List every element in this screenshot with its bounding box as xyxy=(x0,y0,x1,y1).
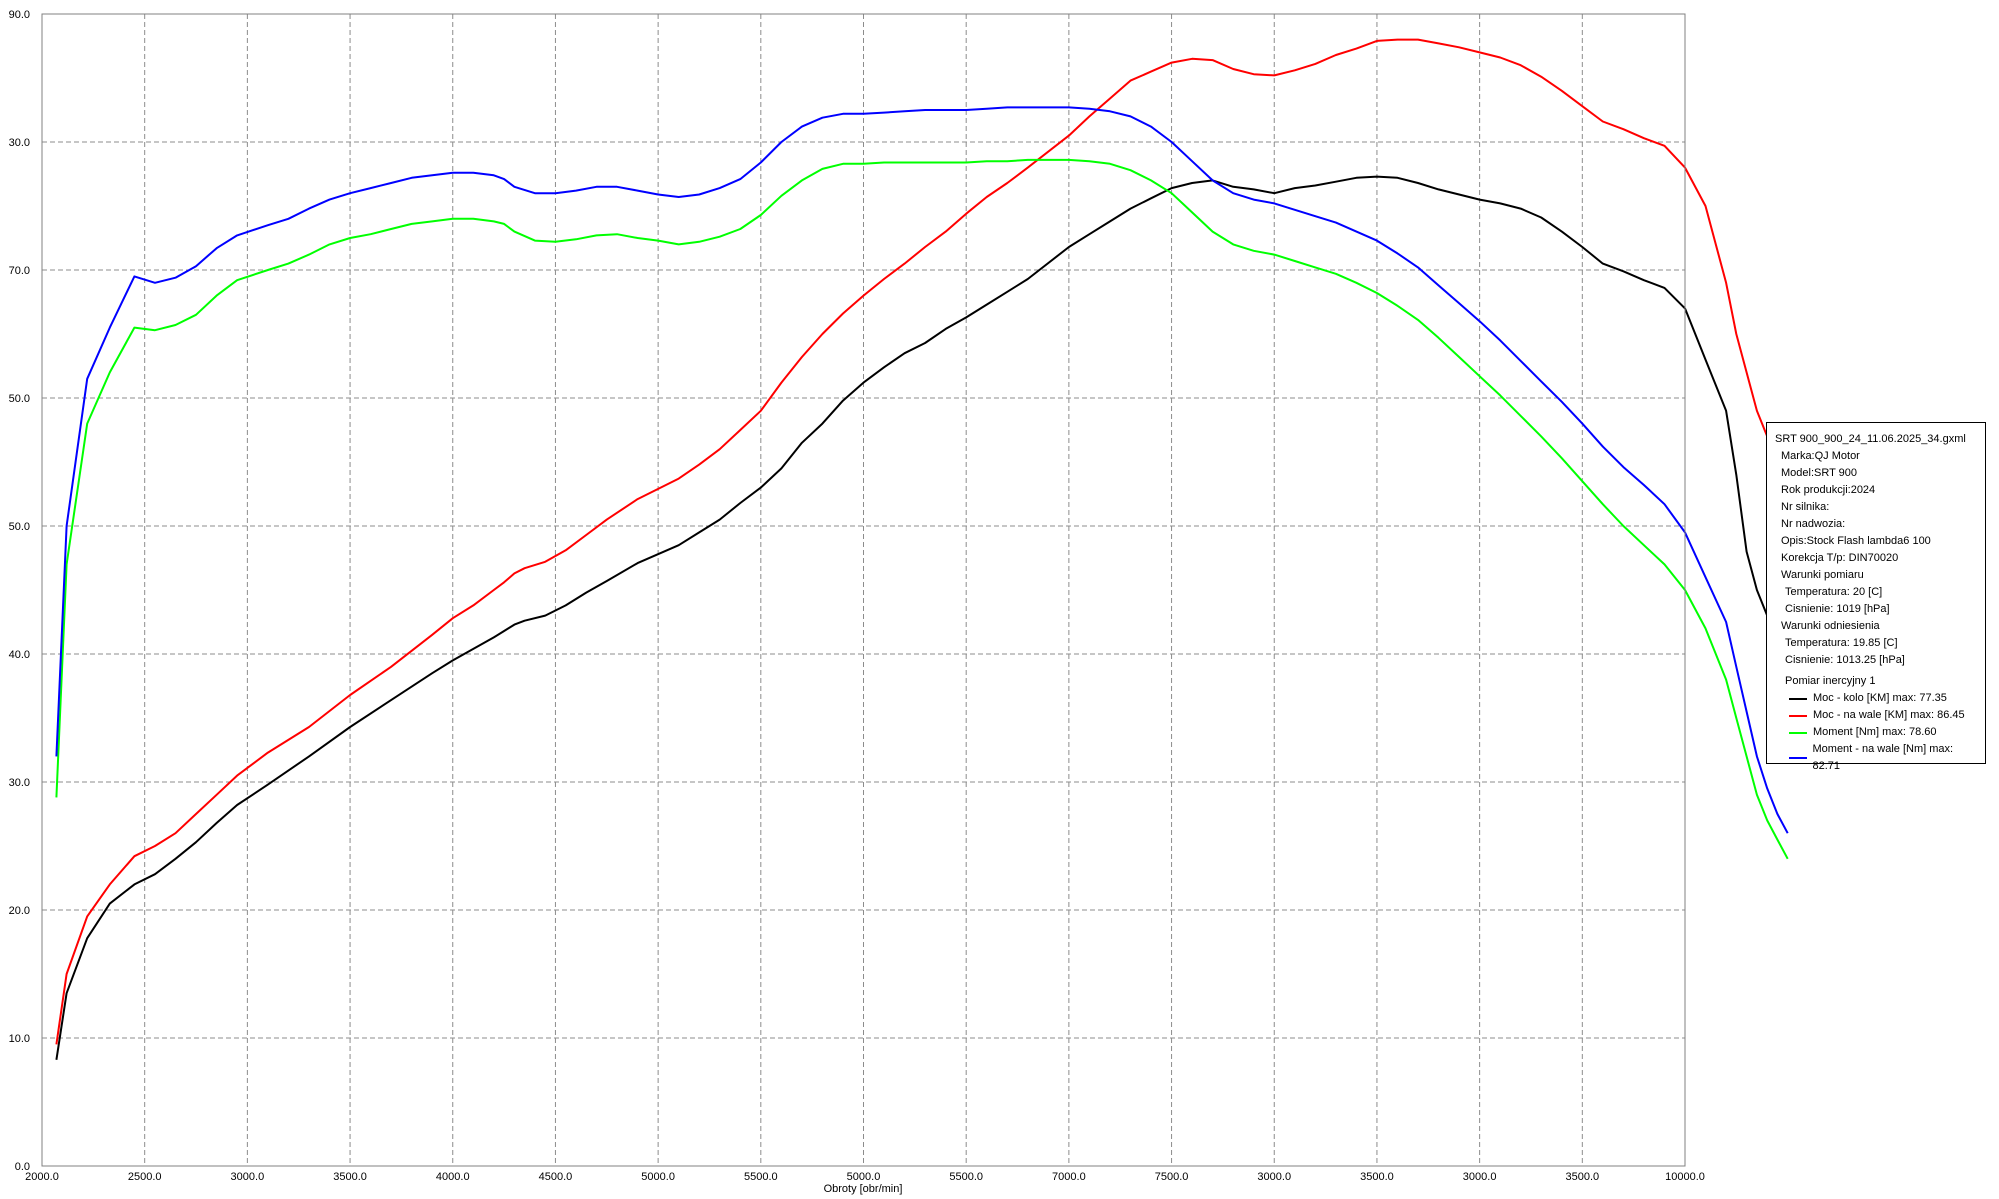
legend-series-label-3: Moment - na wale [Nm] max: 82.71 xyxy=(1812,743,1954,772)
legend-model: Model:SRT 900 xyxy=(1781,467,1858,479)
x-tick-label: 3000.0 xyxy=(1463,1171,1497,1183)
legend-rok: Rok produkcji:2024 xyxy=(1781,484,1876,496)
legend-opis: Opis:Stock Flash lambda6 100 xyxy=(1781,535,1931,547)
series-line-3 xyxy=(55,106,1789,834)
legend-series-3: Moment - na wale [Nm] max: 82.71 xyxy=(1775,741,1979,775)
legend-swatch-1 xyxy=(1789,714,1807,717)
legend-temp-pomiaru: Temperatura: 20 [C] xyxy=(1785,586,1883,598)
y-tick-label: 30.0 xyxy=(9,137,30,149)
legend-series-label-0: Moc - kolo [KM] max: 77.35 xyxy=(1813,692,1947,704)
legend-swatch-3 xyxy=(1789,757,1807,759)
y-tick-label: 20.0 xyxy=(9,905,30,917)
legend-warunki-odniesienia: Warunki odniesienia xyxy=(1781,620,1880,632)
series-line-0 xyxy=(55,175,1789,1060)
legend-series-label-2: Moment [Nm] max: 78.60 xyxy=(1813,726,1937,738)
legend-file-name: SRT 900_900_24_11.06.2025_34.gxml xyxy=(1775,433,1966,445)
tick-labels: 2000.0 2500.0 3000.0 3500.0 4000.0 4500.0 5000… xyxy=(9,9,1705,1183)
y-tick-label: 10.0 xyxy=(9,1033,30,1045)
y-tick-label: 50.0 xyxy=(9,521,30,533)
legend-series-label-1: Moc - na wale [KM] max: 86.45 xyxy=(1813,709,1965,721)
y-tick-label: 30.0 xyxy=(9,777,30,789)
x-tick-label: 10000.0 xyxy=(1665,1171,1705,1183)
legend-series-2: Moment [Nm] max: 78.60 xyxy=(1775,724,1979,741)
y-tick-label: 40.0 xyxy=(9,649,30,661)
y-tick-label: 90.0 xyxy=(9,9,30,21)
grid xyxy=(42,14,1685,1166)
y-tick-label: 50.0 xyxy=(9,393,30,405)
legend-nr-nadwozia: Nr nadwozia: xyxy=(1781,518,1846,530)
legend-marka: Marka:QJ Motor xyxy=(1781,450,1860,462)
x-tick-label: 2000.0 xyxy=(25,1171,59,1183)
x-tick-label: 5500.0 xyxy=(744,1171,778,1183)
x-tick-label: 3000.0 xyxy=(1257,1171,1291,1183)
legend-series-1: Moc - na wale [KM] max: 86.45 xyxy=(1775,707,1979,724)
series-line-1 xyxy=(55,38,1789,1045)
y-tick-label: 0.0 xyxy=(15,1161,30,1173)
x-axis-title: Obroty [obr/min] xyxy=(824,1183,903,1195)
legend-pomiar: Pomiar inercyjny 1 xyxy=(1785,675,1876,687)
legend-swatch-2 xyxy=(1789,731,1807,734)
legend-swatch-0 xyxy=(1789,697,1807,700)
x-tick-label: 3000.0 xyxy=(231,1171,265,1183)
x-tick-label: 3500.0 xyxy=(1565,1171,1599,1183)
legend-cisn-pomiaru: Cisnienie: 1019 [hPa] xyxy=(1785,603,1890,615)
x-tick-label: 5500.0 xyxy=(949,1171,983,1183)
legend-warunki-pomiaru: Warunki pomiaru xyxy=(1781,569,1864,581)
series-line-2 xyxy=(55,158,1789,860)
series-lines xyxy=(55,38,1789,1060)
legend-series-0: Moc - kolo [KM] max: 77.35 xyxy=(1775,690,1979,707)
x-tick-label: 3500.0 xyxy=(1360,1171,1394,1183)
legend-korekcja: Korekcja T/p: DIN70020 xyxy=(1781,552,1899,564)
x-tick-label: 5000.0 xyxy=(847,1171,881,1183)
x-tick-label: 5000.0 xyxy=(641,1171,675,1183)
x-tick-label: 2500.0 xyxy=(128,1171,162,1183)
legend: SRT 900_900_24_11.06.2025_34.gxml Marka:… xyxy=(1766,422,1986,772)
x-tick-label: 7000.0 xyxy=(1052,1171,1086,1183)
x-tick-label: 4500.0 xyxy=(539,1171,573,1183)
x-tick-label: 4000.0 xyxy=(436,1171,470,1183)
x-tick-label: 3500.0 xyxy=(333,1171,367,1183)
legend-temp-odn: Temperatura: 19.85 [C] xyxy=(1785,637,1898,649)
legend-cisn-odn: Cisnienie: 1013.25 [hPa] xyxy=(1785,654,1905,666)
plot-frame xyxy=(41,13,1686,1167)
legend-nr-silnika: Nr silnika: xyxy=(1781,501,1830,513)
x-tick-label: 7500.0 xyxy=(1155,1171,1189,1183)
y-tick-label: 70.0 xyxy=(9,265,30,277)
